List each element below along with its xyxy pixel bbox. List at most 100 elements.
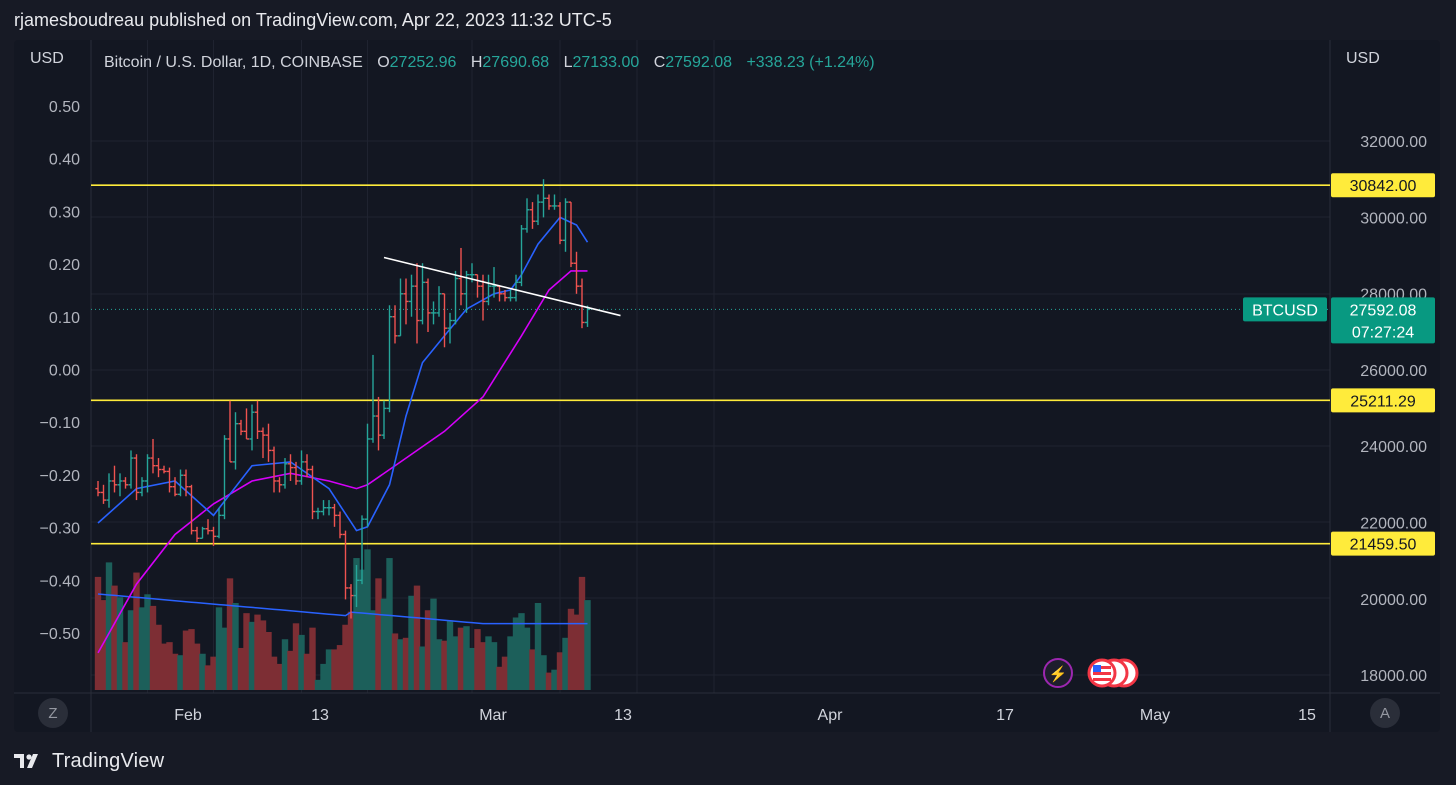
ohlc-bars bbox=[95, 179, 591, 619]
volume-bar bbox=[248, 621, 256, 690]
ohlc-bar bbox=[408, 274, 415, 317]
volume-bar bbox=[259, 620, 267, 690]
volume-bar bbox=[391, 633, 399, 690]
volume-bar bbox=[430, 598, 437, 690]
volume-bar bbox=[446, 620, 454, 690]
open-label: O bbox=[377, 54, 390, 71]
ohlc-bar bbox=[337, 511, 343, 539]
svg-text:30842.00: 30842.00 bbox=[1350, 178, 1417, 195]
volume-bar bbox=[424, 610, 432, 690]
volume-bar bbox=[177, 655, 184, 690]
volume-bar bbox=[397, 639, 404, 690]
volume-bar bbox=[204, 665, 212, 690]
ohlc-bar bbox=[309, 465, 316, 520]
volume-bar bbox=[545, 672, 553, 690]
volume-bar bbox=[534, 603, 542, 690]
ohlc-bar bbox=[249, 404, 255, 451]
trendline bbox=[383, 256, 621, 317]
volume-bar bbox=[419, 646, 426, 690]
volume-bar bbox=[540, 655, 547, 690]
ohlc-bar bbox=[584, 305, 591, 327]
ohlc-bar bbox=[568, 201, 574, 268]
symbol-description[interactable]: Bitcoin / U.S. Dollar, 1D, COINBASE bbox=[104, 54, 363, 71]
volume-bar bbox=[270, 656, 278, 690]
x-axis-tick: 17 bbox=[996, 707, 1014, 724]
us-flag-event-icon[interactable] bbox=[1087, 658, 1139, 688]
footer-brand[interactable]: TradingView bbox=[52, 749, 165, 772]
ohlc-bar bbox=[243, 408, 250, 440]
volume-bar bbox=[303, 653, 311, 690]
volume-bar bbox=[193, 643, 201, 690]
volume-bar bbox=[149, 605, 157, 690]
volume-bar bbox=[408, 595, 415, 690]
volume-bar bbox=[573, 614, 580, 690]
ohlc-bar bbox=[353, 565, 360, 608]
volume-bar bbox=[353, 558, 360, 690]
volume-bar bbox=[199, 653, 206, 690]
auto-scale-button[interactable]: A bbox=[1370, 698, 1400, 728]
ohlc-bar bbox=[551, 194, 558, 210]
ohlc-bar bbox=[293, 461, 299, 485]
ohlc-bar bbox=[238, 419, 244, 436]
volume-bar bbox=[479, 642, 487, 690]
left-axis-tick: 0.10 bbox=[49, 310, 80, 327]
ohlc-bar bbox=[172, 477, 178, 497]
volume-bar bbox=[100, 600, 107, 690]
svg-text:BTCUSD: BTCUSD bbox=[1252, 302, 1318, 319]
ohlc-bar bbox=[540, 179, 547, 218]
volume-bar bbox=[281, 639, 289, 690]
volume-bar bbox=[562, 637, 569, 690]
ohlc-bar bbox=[557, 202, 563, 245]
svg-text:25211.29: 25211.29 bbox=[1350, 393, 1416, 410]
volume-bar bbox=[529, 649, 536, 690]
ohlc-bar bbox=[287, 454, 294, 481]
left-axis-tick: −0.40 bbox=[40, 573, 81, 590]
volume-bar bbox=[551, 669, 558, 690]
ohlc-bar bbox=[265, 423, 272, 462]
x-axis-tick: 15 bbox=[1298, 707, 1316, 724]
volume-bar bbox=[496, 666, 503, 690]
ohlc-bar bbox=[221, 435, 228, 520]
ohlc-bar bbox=[100, 484, 107, 504]
left-axis-tick: 0.40 bbox=[49, 152, 80, 169]
high-value: 27690.68 bbox=[482, 54, 550, 71]
ohlc-bar bbox=[320, 500, 327, 516]
left-axis-tick: −0.30 bbox=[40, 521, 81, 538]
ohlc-bar bbox=[205, 519, 211, 535]
volume-bar bbox=[221, 627, 228, 690]
x-axis-tick: Apr bbox=[818, 707, 844, 724]
volume-bar bbox=[413, 585, 421, 690]
right-axis-tick: 22000.00 bbox=[1360, 516, 1427, 533]
left-axis-tick: −0.10 bbox=[40, 415, 81, 432]
volume-bar bbox=[314, 679, 322, 690]
ohlc-bar bbox=[117, 473, 123, 497]
svg-text:⚡: ⚡ bbox=[1049, 665, 1068, 683]
volume-bar bbox=[485, 636, 492, 690]
change-value: +338.23 (+1.24%) bbox=[746, 54, 875, 71]
volume-bar bbox=[122, 642, 129, 690]
volume-bar bbox=[287, 650, 294, 690]
ohlc-bar bbox=[183, 469, 189, 497]
publish-header: rjamesboudreau published on TradingView.… bbox=[14, 10, 612, 30]
ohlc-bar bbox=[161, 465, 167, 474]
right-axis-tick: 18000.00 bbox=[1360, 668, 1427, 685]
volume-bar bbox=[567, 608, 575, 690]
z-button[interactable]: Z bbox=[38, 698, 68, 728]
moving-averages bbox=[97, 216, 589, 654]
ohlc-bar bbox=[403, 278, 409, 325]
lightning-event-icon[interactable]: ⚡ bbox=[1043, 658, 1073, 688]
ohlc-bar bbox=[271, 446, 277, 493]
ohlc-bar bbox=[282, 458, 288, 489]
ohlc-bar bbox=[276, 477, 283, 493]
x-axis-ticks: Feb 13 Mar 13 Apr 17 May 15 bbox=[174, 707, 1316, 724]
ohlc-bar bbox=[254, 400, 261, 439]
volume-bar bbox=[347, 611, 355, 690]
ohlc-bar bbox=[573, 251, 580, 294]
ohlc-bar bbox=[199, 526, 206, 539]
x-axis-tick: May bbox=[1140, 707, 1170, 724]
level-price-tag: 21459.50 bbox=[1331, 531, 1435, 556]
volume-bar bbox=[474, 629, 481, 690]
chart-panel[interactable] bbox=[14, 40, 1440, 732]
ohlc-bar bbox=[386, 305, 393, 413]
